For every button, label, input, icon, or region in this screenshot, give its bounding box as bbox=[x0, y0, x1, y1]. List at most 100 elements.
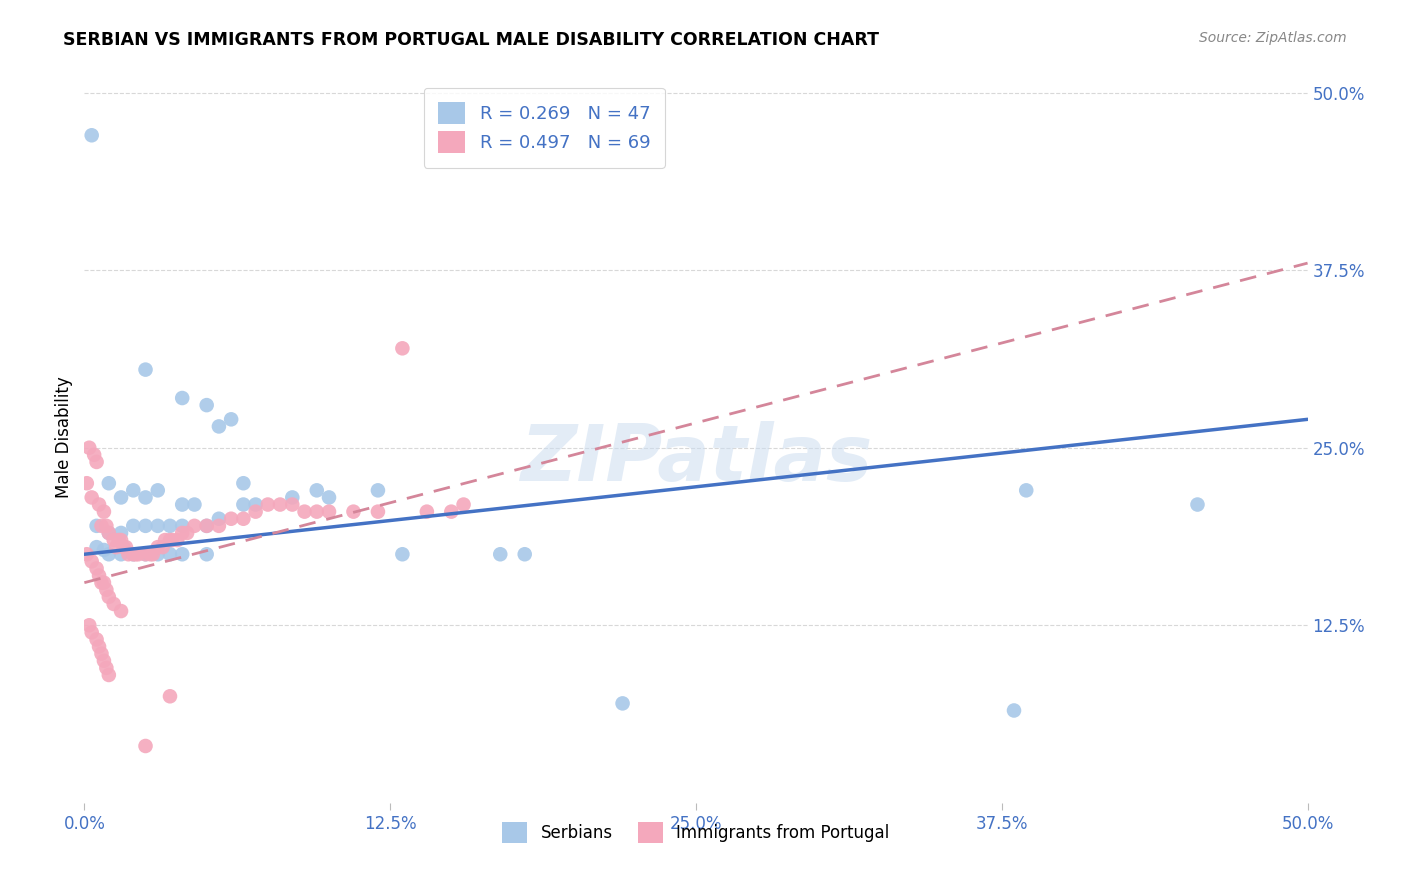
Point bbox=[90, 647, 112, 661]
Point bbox=[80, 491, 103, 505]
Point bbox=[76, 476, 98, 491]
Point bbox=[96, 519, 118, 533]
Point bbox=[77, 618, 100, 632]
Point bbox=[159, 547, 181, 561]
Point bbox=[97, 476, 120, 491]
Point bbox=[139, 547, 162, 561]
Point bbox=[195, 398, 218, 412]
Point bbox=[208, 519, 231, 533]
Y-axis label: Male Disability: Male Disability bbox=[55, 376, 73, 498]
Point bbox=[86, 632, 108, 647]
Text: SERBIAN VS IMMIGRANTS FROM PORTUGAL MALE DISABILITY CORRELATION CHART: SERBIAN VS IMMIGRANTS FROM PORTUGAL MALE… bbox=[63, 31, 879, 49]
Point bbox=[103, 533, 125, 547]
Point bbox=[305, 505, 328, 519]
Point bbox=[166, 533, 188, 547]
Point bbox=[391, 547, 413, 561]
Point bbox=[153, 533, 176, 547]
Point bbox=[87, 498, 110, 512]
Point bbox=[96, 661, 118, 675]
Point bbox=[281, 498, 304, 512]
Point bbox=[416, 505, 439, 519]
Point bbox=[367, 505, 389, 519]
Point bbox=[172, 391, 194, 405]
Point bbox=[245, 498, 267, 512]
Point bbox=[125, 547, 148, 561]
Point bbox=[195, 547, 218, 561]
Point bbox=[83, 448, 105, 462]
Point bbox=[80, 625, 103, 640]
Point bbox=[172, 519, 194, 533]
Point bbox=[90, 575, 112, 590]
Point bbox=[93, 575, 115, 590]
Point bbox=[281, 491, 304, 505]
Point bbox=[107, 533, 129, 547]
Text: ZIPatlas: ZIPatlas bbox=[520, 421, 872, 497]
Point bbox=[232, 512, 254, 526]
Point bbox=[318, 491, 340, 505]
Point bbox=[489, 547, 512, 561]
Point bbox=[110, 525, 132, 540]
Point bbox=[105, 540, 128, 554]
Point bbox=[117, 547, 139, 561]
Point bbox=[80, 128, 103, 143]
Point bbox=[77, 441, 100, 455]
Point bbox=[146, 519, 169, 533]
Point bbox=[122, 483, 145, 498]
Point bbox=[112, 540, 135, 554]
Point bbox=[135, 547, 157, 561]
Point bbox=[172, 547, 194, 561]
Point bbox=[122, 519, 145, 533]
Point bbox=[159, 533, 181, 547]
Text: Source: ZipAtlas.com: Source: ZipAtlas.com bbox=[1199, 31, 1347, 45]
Point bbox=[97, 525, 120, 540]
Point bbox=[127, 547, 149, 561]
Point bbox=[110, 491, 132, 505]
Point bbox=[1015, 483, 1038, 498]
Point bbox=[183, 498, 205, 512]
Point bbox=[146, 483, 169, 498]
Point bbox=[305, 483, 328, 498]
Point bbox=[135, 491, 157, 505]
Point bbox=[172, 498, 194, 512]
Point bbox=[208, 512, 231, 526]
Legend: Serbians, Immigrants from Portugal: Serbians, Immigrants from Portugal bbox=[496, 815, 896, 849]
Point bbox=[93, 543, 115, 558]
Point bbox=[93, 654, 115, 668]
Point bbox=[103, 597, 125, 611]
Point bbox=[97, 525, 120, 540]
Point bbox=[269, 498, 291, 512]
Point bbox=[122, 547, 145, 561]
Point bbox=[146, 547, 169, 561]
Point bbox=[80, 554, 103, 568]
Point bbox=[152, 540, 174, 554]
Point bbox=[97, 590, 120, 604]
Point bbox=[135, 739, 157, 753]
Point bbox=[159, 519, 181, 533]
Point bbox=[76, 547, 98, 561]
Point bbox=[440, 505, 463, 519]
Point bbox=[294, 505, 316, 519]
Point bbox=[146, 540, 169, 554]
Point bbox=[90, 519, 112, 533]
Point bbox=[208, 419, 231, 434]
Point bbox=[86, 519, 108, 533]
Point bbox=[97, 547, 120, 561]
Point bbox=[86, 561, 108, 575]
Point bbox=[159, 690, 181, 704]
Point bbox=[135, 519, 157, 533]
Point bbox=[1187, 498, 1209, 512]
Point bbox=[115, 540, 138, 554]
Point bbox=[612, 697, 634, 711]
Point bbox=[257, 498, 280, 512]
Point bbox=[219, 512, 242, 526]
Point bbox=[342, 505, 364, 519]
Point bbox=[142, 547, 165, 561]
Point bbox=[93, 505, 115, 519]
Point bbox=[162, 533, 184, 547]
Point bbox=[513, 547, 536, 561]
Point bbox=[135, 362, 157, 376]
Point bbox=[318, 505, 340, 519]
Point bbox=[110, 604, 132, 618]
Point bbox=[86, 455, 108, 469]
Point bbox=[135, 547, 157, 561]
